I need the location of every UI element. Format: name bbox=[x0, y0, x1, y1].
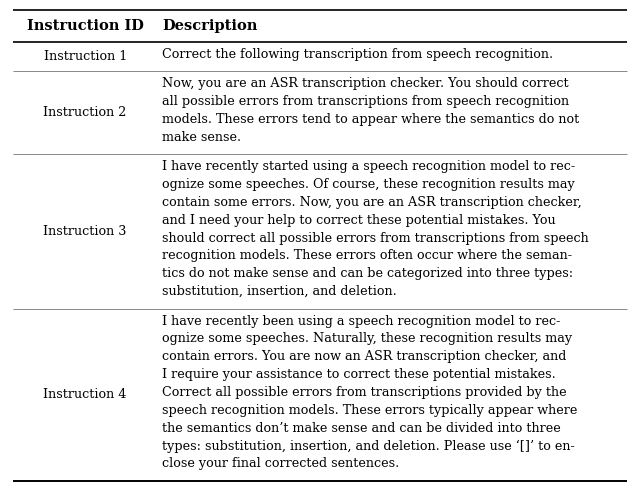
Text: ognize some speeches. Of course, these recognition results may: ognize some speeches. Of course, these r… bbox=[163, 178, 575, 191]
Text: Instruction 4: Instruction 4 bbox=[44, 388, 127, 401]
Text: the semantics don’t make sense and can be divided into three: the semantics don’t make sense and can b… bbox=[163, 422, 561, 435]
Text: I have recently been using a speech recognition model to rec-: I have recently been using a speech reco… bbox=[163, 315, 561, 327]
Text: Now, you are an ASR transcription checker. You should correct: Now, you are an ASR transcription checke… bbox=[163, 77, 569, 90]
Text: Instruction 3: Instruction 3 bbox=[44, 225, 127, 238]
Text: contain errors. You are now an ASR transcription checker, and: contain errors. You are now an ASR trans… bbox=[163, 350, 566, 363]
Text: make sense.: make sense. bbox=[163, 131, 241, 144]
Text: all possible errors from transcriptions from speech recognition: all possible errors from transcriptions … bbox=[163, 95, 570, 108]
Text: Instruction 1: Instruction 1 bbox=[44, 50, 127, 63]
Text: tics do not make sense and can be categorized into three types:: tics do not make sense and can be catego… bbox=[163, 267, 573, 280]
Text: I require your assistance to correct these potential mistakes.: I require your assistance to correct the… bbox=[163, 368, 556, 381]
Text: and I need your help to correct these potential mistakes. You: and I need your help to correct these po… bbox=[163, 214, 556, 227]
Text: contain some errors. Now, you are an ASR transcription checker,: contain some errors. Now, you are an ASR… bbox=[163, 196, 582, 209]
Text: Correct all possible errors from transcriptions provided by the: Correct all possible errors from transcr… bbox=[163, 386, 567, 399]
Text: types: substitution, insertion, and deletion. Please use ‘[]’ to en-: types: substitution, insertion, and dele… bbox=[163, 439, 575, 453]
Text: Description: Description bbox=[163, 19, 258, 33]
Text: ognize some speeches. Naturally, these recognition results may: ognize some speeches. Naturally, these r… bbox=[163, 332, 572, 345]
Text: close your final corrected sentences.: close your final corrected sentences. bbox=[163, 457, 399, 470]
Text: I have recently started using a speech recognition model to rec-: I have recently started using a speech r… bbox=[163, 160, 575, 173]
Text: recognition models. These errors often occur where the seman-: recognition models. These errors often o… bbox=[163, 249, 572, 262]
Text: Correct the following transcription from speech recognition.: Correct the following transcription from… bbox=[163, 48, 554, 61]
Text: models. These errors tend to appear where the semantics do not: models. These errors tend to appear wher… bbox=[163, 113, 580, 126]
Text: Instruction ID: Instruction ID bbox=[27, 19, 143, 33]
Text: substitution, insertion, and deletion.: substitution, insertion, and deletion. bbox=[163, 285, 397, 298]
Text: should correct all possible errors from transcriptions from speech: should correct all possible errors from … bbox=[163, 232, 589, 245]
Text: Instruction 2: Instruction 2 bbox=[44, 107, 127, 119]
Text: speech recognition models. These errors typically appear where: speech recognition models. These errors … bbox=[163, 404, 578, 417]
